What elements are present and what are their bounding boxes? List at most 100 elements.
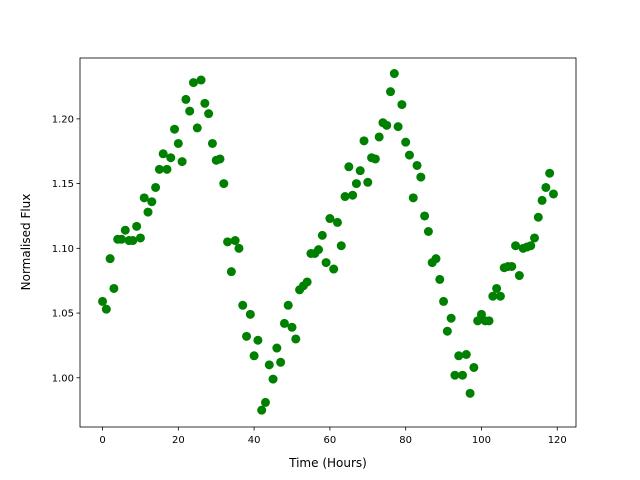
point [336, 241, 346, 251]
point [287, 322, 297, 332]
point [435, 274, 445, 284]
point [177, 157, 187, 167]
x-tick-label: 60 [324, 435, 337, 446]
point [317, 230, 327, 240]
point [173, 138, 183, 148]
point [431, 254, 441, 264]
point [264, 360, 274, 370]
point [397, 100, 407, 110]
point [257, 405, 267, 415]
point [329, 264, 339, 274]
plot-frame [79, 57, 577, 428]
point [196, 75, 206, 85]
x-tick-label: 80 [399, 435, 412, 446]
point [268, 374, 278, 384]
point [359, 136, 369, 146]
point [389, 69, 399, 79]
point [143, 207, 153, 217]
y-tick-label: 1.05 [52, 309, 74, 320]
point [207, 138, 217, 148]
point [344, 162, 354, 172]
point [401, 137, 411, 147]
point [192, 123, 202, 133]
point [230, 236, 240, 246]
point [533, 212, 543, 222]
point [151, 182, 161, 192]
point [446, 313, 456, 323]
point [147, 197, 157, 207]
point [469, 362, 479, 372]
point [154, 164, 164, 174]
point [492, 283, 502, 293]
point [98, 296, 108, 306]
point [416, 172, 426, 182]
point [545, 168, 555, 178]
x-tick-label: 40 [248, 435, 261, 446]
point [162, 164, 172, 174]
point [526, 241, 536, 251]
y-tick-label: 1.15 [52, 179, 74, 190]
x-tick-label: 100 [472, 435, 491, 446]
point [245, 309, 255, 319]
point [276, 357, 286, 367]
point [442, 326, 452, 336]
point [238, 300, 248, 310]
point [514, 271, 524, 281]
point [109, 283, 119, 293]
point [291, 334, 301, 344]
y-tick-label: 1.20 [52, 114, 74, 125]
point [242, 331, 252, 341]
point [511, 241, 521, 251]
point [302, 277, 312, 287]
point [135, 233, 145, 243]
point [412, 160, 422, 170]
point [420, 211, 430, 221]
point [340, 192, 350, 202]
point [132, 221, 142, 231]
y-axis-label: Normalised Flux [19, 194, 33, 291]
point [226, 267, 236, 277]
point [120, 225, 130, 235]
point [158, 149, 168, 159]
point [386, 87, 396, 97]
point [204, 109, 214, 119]
point [253, 335, 263, 345]
point [495, 291, 505, 301]
point [370, 154, 380, 164]
point [325, 214, 335, 224]
y-tick-label: 1.00 [52, 373, 74, 384]
x-tick-label: 0 [99, 435, 105, 446]
point [105, 254, 115, 264]
point [279, 318, 289, 328]
point [404, 150, 414, 160]
point [530, 233, 540, 243]
point [166, 153, 176, 163]
point [374, 132, 384, 142]
point [215, 154, 225, 164]
point [439, 296, 449, 306]
y-tick-label: 1.10 [52, 244, 74, 255]
point [484, 316, 494, 326]
point [128, 236, 138, 246]
point [363, 177, 373, 187]
point [351, 179, 361, 189]
point [541, 182, 551, 192]
point [139, 193, 149, 203]
point [181, 94, 191, 104]
point [408, 193, 418, 203]
x-tick-label: 120 [548, 435, 567, 446]
x-tick-label: 20 [172, 435, 185, 446]
point [272, 343, 282, 353]
point [260, 397, 270, 407]
point [234, 243, 244, 253]
point [461, 349, 471, 359]
point [454, 351, 464, 361]
point [348, 190, 358, 200]
point [458, 370, 468, 380]
point [283, 300, 293, 310]
point [507, 261, 517, 271]
point [393, 122, 403, 132]
point [450, 370, 460, 380]
point [548, 189, 558, 199]
